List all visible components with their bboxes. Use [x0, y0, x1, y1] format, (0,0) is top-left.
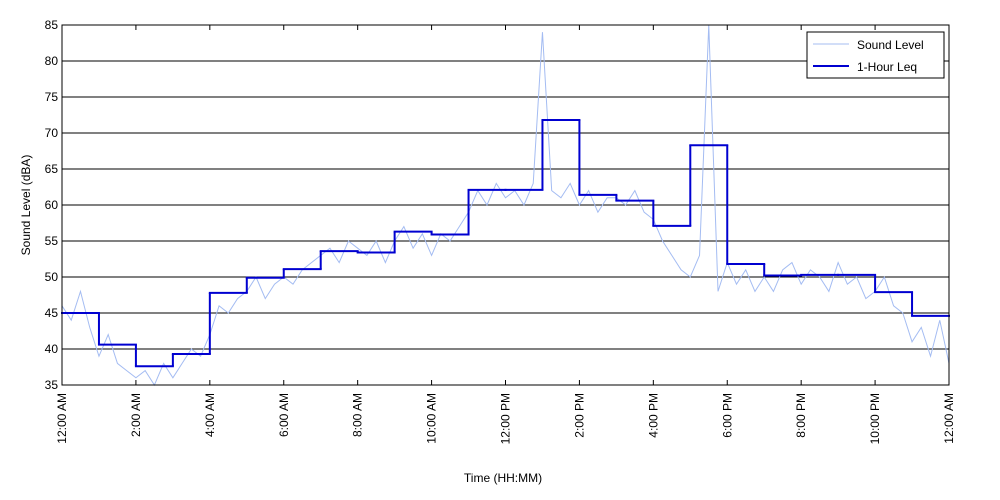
- y-tick-label: 80: [45, 54, 59, 68]
- legend-label: Sound Level: [857, 38, 924, 52]
- x-tick-label: 4:00 PM: [646, 393, 660, 438]
- x-tick-label: 6:00 PM: [720, 393, 734, 438]
- x-tick-label: 6:00 AM: [277, 393, 291, 437]
- y-tick-label: 55: [45, 234, 59, 248]
- x-tick-label: 2:00 PM: [572, 393, 586, 438]
- y-tick-label: 35: [45, 378, 59, 392]
- y-tick-label: 60: [45, 198, 59, 212]
- legend-label: 1-Hour Leq: [857, 60, 917, 74]
- x-tick-label: 8:00 PM: [794, 393, 808, 438]
- x-tick-label: 2:00 AM: [129, 393, 143, 437]
- plot-frame: [61, 24, 950, 386]
- y-tick-label: 40: [45, 342, 59, 356]
- y-tick-label: 45: [45, 306, 59, 320]
- y-tick-label: 50: [45, 270, 59, 284]
- x-axis-label: Time (HH:MM): [464, 471, 542, 485]
- x-tick-label: 10:00 PM: [868, 393, 882, 444]
- y-tick-label: 70: [45, 126, 59, 140]
- y-tick-label: 75: [45, 90, 59, 104]
- x-tick-label: 10:00 AM: [425, 393, 439, 444]
- y-tick-label: 65: [45, 162, 59, 176]
- x-tick-label: 12:00 PM: [499, 393, 513, 444]
- y-tick-label: 85: [45, 18, 59, 32]
- x-tick-label: 12:00 AM: [942, 393, 956, 444]
- y-axis-label: Sound Level (dBA): [19, 155, 33, 256]
- x-tick-label: 8:00 AM: [351, 393, 365, 437]
- x-tick-label: 4:00 AM: [203, 393, 217, 437]
- x-tick-label: 12:00 AM: [55, 393, 69, 444]
- legend-box: [806, 31, 945, 79]
